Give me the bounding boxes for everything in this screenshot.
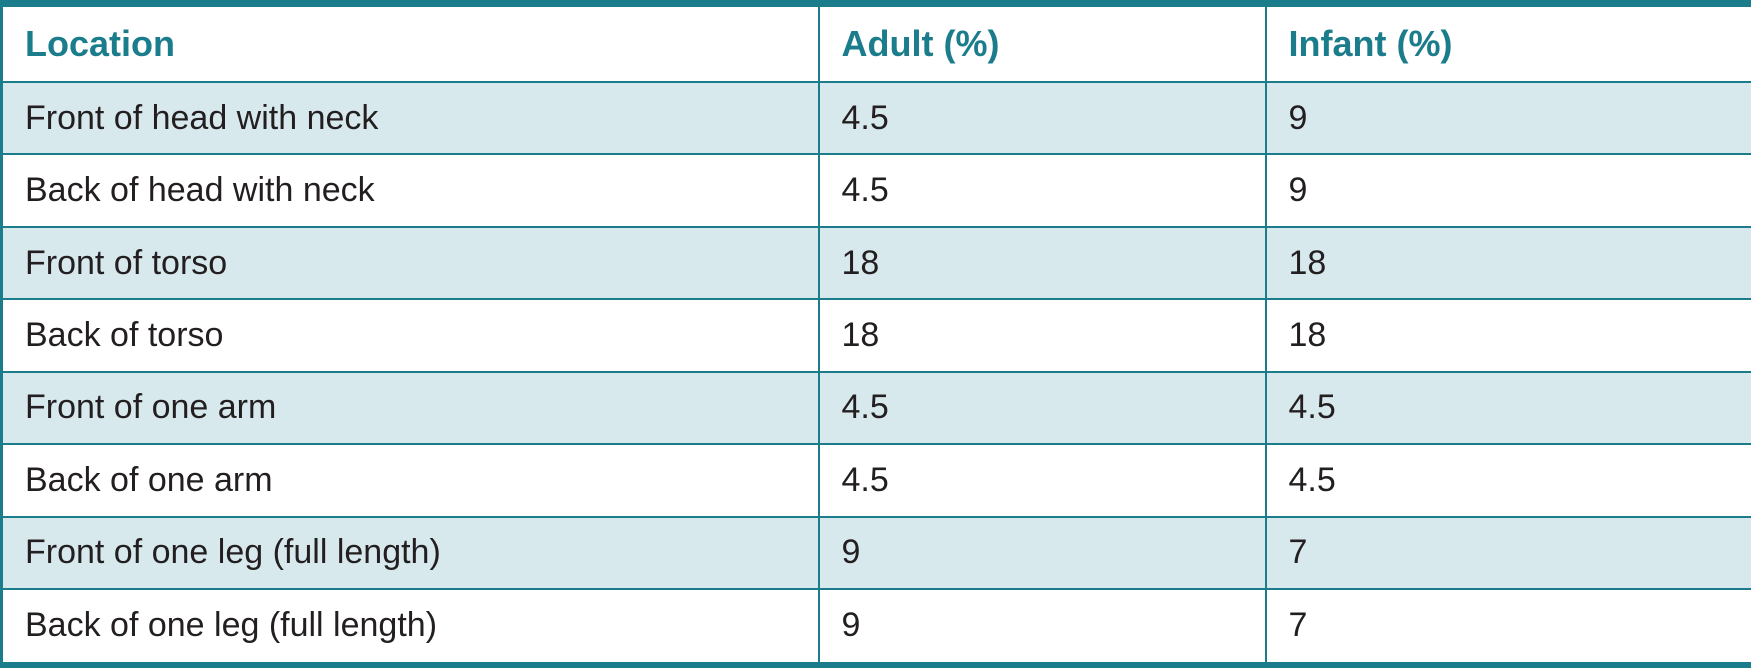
table-row: Back of one leg (full length) 9 7 [0, 587, 1751, 667]
table-row: Front of one leg (full length) 9 7 [0, 515, 1751, 590]
table-row: Back of torso 18 18 [0, 298, 1751, 373]
value-cell: 9 [1264, 80, 1751, 156]
value-cell: 4.5 [1264, 370, 1751, 446]
location-cell: Back of one leg (full length) [0, 587, 820, 667]
value-cell: 18 [1264, 225, 1751, 301]
table-row: Front of one arm 4.5 4.5 [0, 370, 1751, 446]
location-cell: Back of head with neck [0, 153, 820, 228]
value-cell: 7 [1264, 587, 1751, 667]
value-cell: 18 [817, 225, 1267, 301]
header-cell: Location [0, 2, 820, 83]
value-cell: 4.5 [817, 80, 1267, 156]
value-cell: 9 [1264, 153, 1751, 228]
header-cell: Adult (%) [817, 2, 1267, 83]
location-cell: Front of torso [0, 225, 820, 301]
value-cell: 4.5 [817, 153, 1267, 228]
value-cell: 18 [817, 298, 1267, 373]
table-row: Front of torso 18 18 [0, 225, 1751, 301]
value-cell: 7 [1264, 515, 1751, 590]
table-row: Front of head with neck 4.5 9 [0, 80, 1751, 156]
value-cell: 4.5 [817, 443, 1267, 518]
location-cell: Front of one leg (full length) [0, 515, 820, 590]
value-cell: 9 [817, 587, 1267, 667]
value-cell: 4.5 [817, 370, 1267, 446]
location-cell: Back of torso [0, 298, 820, 373]
location-cell: Front of head with neck [0, 80, 820, 156]
location-cell: Back of one arm [0, 443, 820, 518]
header-cell: Infant (%) [1264, 2, 1751, 83]
value-cell: 4.5 [1264, 443, 1751, 518]
location-cell: Front of one arm [0, 370, 820, 446]
header-row: Location Adult (%) Infant (%) [0, 2, 1751, 83]
value-cell: 9 [817, 515, 1267, 590]
table-row: Back of one arm 4.5 4.5 [0, 443, 1751, 518]
value-cell: 18 [1264, 298, 1751, 373]
table-body: Front of head with neck 4.5 9 Back of head … [0, 80, 1751, 667]
table-row: Back of head with neck 4.5 9 [0, 153, 1751, 228]
